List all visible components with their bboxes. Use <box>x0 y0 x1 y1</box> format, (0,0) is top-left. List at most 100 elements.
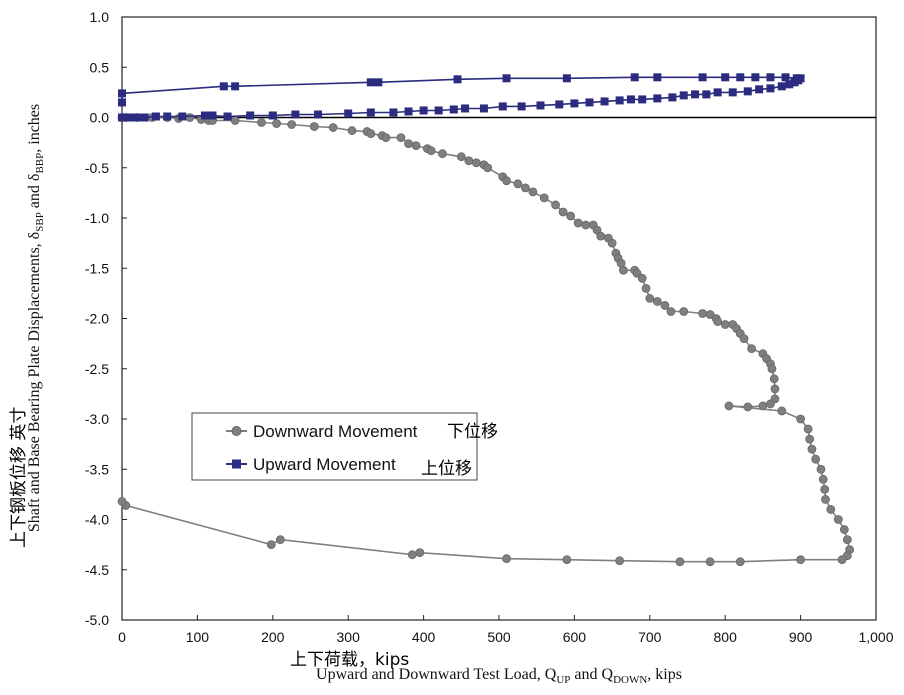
data-point <box>536 101 545 110</box>
data-point <box>498 102 507 111</box>
x-tick-label: 500 <box>487 629 511 645</box>
data-point <box>438 149 447 159</box>
data-point <box>404 139 413 149</box>
data-point <box>807 444 817 454</box>
data-point <box>619 265 628 275</box>
data-point <box>630 73 639 82</box>
data-point <box>743 402 753 412</box>
x-axis-title-sub1: UP <box>556 674 570 686</box>
data-point <box>713 88 722 97</box>
x-tick-label: 900 <box>789 629 813 645</box>
data-point <box>453 75 462 84</box>
data-point <box>769 374 779 384</box>
data-point <box>275 535 285 544</box>
data-point <box>566 211 576 221</box>
data-point <box>777 82 786 91</box>
data-point <box>502 74 511 83</box>
data-point <box>767 364 777 374</box>
data-point <box>666 307 676 316</box>
data-point <box>389 108 398 117</box>
data-point <box>785 80 794 89</box>
y-axis-title-cn: 上下钢板位移 英寸 <box>9 407 29 548</box>
data-point <box>456 152 466 162</box>
data-point <box>266 540 276 550</box>
data-point <box>449 105 458 114</box>
data-point <box>464 156 474 166</box>
data-point <box>461 104 470 113</box>
data-point <box>826 505 836 514</box>
y-tick-label: 0.5 <box>90 59 110 75</box>
data-point <box>792 74 801 83</box>
data-point <box>821 494 830 504</box>
y-tick-label: -3.0 <box>85 411 109 427</box>
x-tick-label: 400 <box>412 629 436 645</box>
y-axis-ticks: 1.0 0.5 0.0 -0.5 -1.0 -1.5 -2.0 -2.5 -3.0 -3.5 -4.… <box>85 9 127 628</box>
x-tick-label: 700 <box>638 629 662 645</box>
data-point <box>702 90 711 99</box>
data-point <box>246 111 255 120</box>
series-upward <box>118 73 805 122</box>
data-point <box>770 384 780 394</box>
data-point <box>679 307 689 316</box>
data-point <box>479 104 488 113</box>
data-point <box>615 556 625 566</box>
y-tick-label: -3.5 <box>85 461 109 477</box>
data-point <box>558 207 568 217</box>
data-point <box>653 94 662 103</box>
data-point <box>645 293 655 303</box>
data-point <box>570 99 579 108</box>
data-point <box>820 484 830 494</box>
data-point <box>328 123 338 132</box>
data-point <box>660 301 670 310</box>
data-point <box>803 424 813 434</box>
y-tick-label: -1.5 <box>85 260 109 276</box>
data-point <box>314 110 323 119</box>
data-point <box>766 73 775 82</box>
data-point <box>117 497 127 506</box>
x-axis-title-cn: 上下荷载，kips <box>290 650 409 670</box>
data-point <box>705 310 715 319</box>
data-point <box>833 515 843 524</box>
data-point <box>735 557 745 567</box>
data-point <box>637 273 647 283</box>
data-point <box>758 401 768 411</box>
data-point <box>366 78 375 87</box>
data-point <box>842 535 852 544</box>
legend-upward-label-cn: 上位移 <box>421 459 472 479</box>
data-point <box>347 126 357 135</box>
data-point <box>679 91 688 100</box>
data-point <box>415 548 425 558</box>
y-axis-title-sub1: SBP <box>34 212 46 232</box>
data-point <box>419 106 428 115</box>
data-point <box>698 73 707 82</box>
x-axis-title-end: , kips <box>647 666 682 683</box>
data-point <box>133 113 142 122</box>
data-point <box>178 112 187 121</box>
series-line <box>121 116 851 563</box>
data-point <box>151 112 160 121</box>
data-point <box>816 464 826 474</box>
data-point <box>805 434 815 444</box>
data-point <box>573 218 583 228</box>
x-tick-label: 0 <box>118 629 126 645</box>
data-point <box>118 113 126 122</box>
legend-downward-label-cn: 下位移 <box>447 422 498 442</box>
data-point <box>528 187 538 197</box>
data-point <box>539 193 549 203</box>
y-axis-title: Shaft and Base Bearing Plate Displacemen… <box>26 104 46 532</box>
data-point <box>434 106 443 115</box>
data-point <box>551 200 560 210</box>
data-point <box>811 454 821 464</box>
data-point <box>520 183 530 193</box>
y-axis-title-sub2: BBP <box>34 153 46 174</box>
data-point <box>366 129 376 138</box>
data-point <box>411 141 421 151</box>
data-point <box>596 231 606 241</box>
data-point <box>291 110 300 119</box>
data-point <box>781 73 790 82</box>
data-point <box>231 82 240 91</box>
data-point <box>140 113 149 122</box>
y-tick-label: -2.0 <box>85 311 109 327</box>
legend-downward-label: Downward Movement <box>253 422 418 441</box>
